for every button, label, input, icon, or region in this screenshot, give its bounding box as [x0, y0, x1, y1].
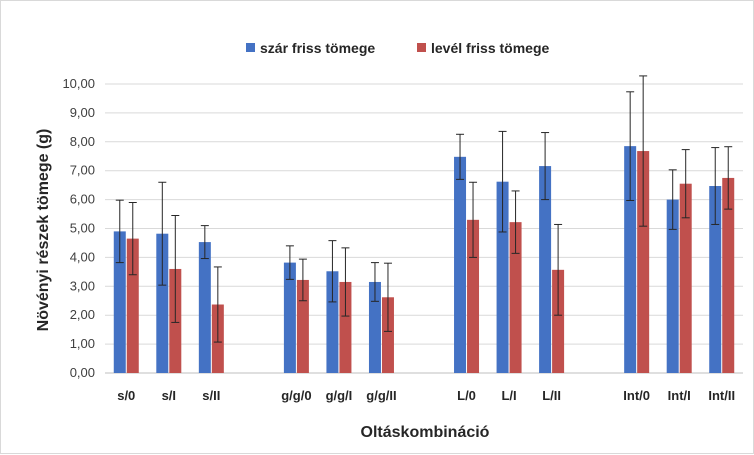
legend-swatch-szar [246, 43, 255, 52]
x-tick-label: Int/II [708, 388, 735, 403]
y-tick-label: 1,00 [70, 336, 95, 351]
bar-level-L-0 [467, 219, 480, 373]
bar-level-Int-0 [637, 151, 650, 373]
bar-szar-Int-0 [624, 146, 637, 373]
bars [113, 146, 735, 373]
x-tick-label: L/I [501, 388, 516, 403]
x-tick-label: g/g/II [366, 388, 396, 403]
bar-szar-g-g-I [326, 271, 339, 373]
bar-szar-s-I [156, 233, 169, 373]
y-axis-ticks: 0,00 1,00 2,00 3,00 4,00 5,00 6,00 7,00 8,00 9,00… [62, 76, 95, 380]
y-tick-label: 2,00 [70, 307, 95, 322]
gridlines [105, 83, 743, 374]
y-tick-label: 7,00 [70, 163, 95, 178]
bar-level-g-g-0 [296, 279, 309, 373]
bar-level-Int-I [679, 183, 692, 373]
bar-szar-L-0 [454, 156, 467, 373]
legend-swatch-level [417, 43, 426, 52]
x-tick-label: Int/I [668, 388, 691, 403]
bar-szar-s-0 [113, 231, 126, 373]
legend: szár friss tömege levél friss tömege [246, 40, 549, 56]
x-tick-label: s/I [162, 388, 176, 403]
y-tick-label: 6,00 [70, 192, 95, 207]
bar-szar-g-g-II [368, 281, 381, 373]
y-tick-label: 9,00 [70, 105, 95, 120]
x-tick-label: L/II [542, 388, 561, 403]
x-tick-label: Int/0 [623, 388, 650, 403]
legend-label-szar: szár friss tömege [260, 40, 375, 56]
bar-level-L-II [552, 269, 565, 373]
x-tick-label: L/0 [457, 388, 476, 403]
x-axis-title: Oltáskombináció [361, 424, 490, 441]
x-tick-label: s/II [202, 388, 220, 403]
bar-szar-Int-I [666, 199, 679, 373]
bar-szar-Int-II [709, 186, 722, 373]
bar-szar-g-g-0 [283, 262, 296, 373]
y-tick-label: 5,00 [70, 221, 95, 236]
x-axis-categories: s/0 s/I s/II g/g/0 g/g/I g/g/II L/0 L/I L/II Int/… [117, 388, 735, 403]
bar-level-g-g-II [381, 297, 394, 373]
y-tick-label: 4,00 [70, 249, 95, 264]
x-tick-label: g/g/I [326, 388, 353, 403]
x-tick-label: s/0 [117, 388, 135, 403]
y-tick-label: 8,00 [70, 134, 95, 149]
bar-level-g-g-I [339, 281, 352, 373]
bar-level-Int-II [722, 177, 735, 373]
y-tick-label: 10,00 [62, 76, 95, 91]
y-tick-label: 0,00 [70, 365, 95, 380]
legend-label-level: levél friss tömege [431, 40, 549, 56]
x-tick-label: g/g/0 [281, 388, 311, 403]
bar-szar-L-II [539, 166, 552, 373]
bar-level-s-0 [126, 238, 139, 373]
y-axis-title: Növényi részek tömege (g) [35, 129, 52, 332]
y-tick-label: 3,00 [70, 278, 95, 293]
error-bars [115, 75, 733, 343]
bar-level-L-I [509, 222, 522, 373]
bar-szar-L-I [496, 181, 509, 373]
bar-szar-s-II [198, 242, 211, 373]
